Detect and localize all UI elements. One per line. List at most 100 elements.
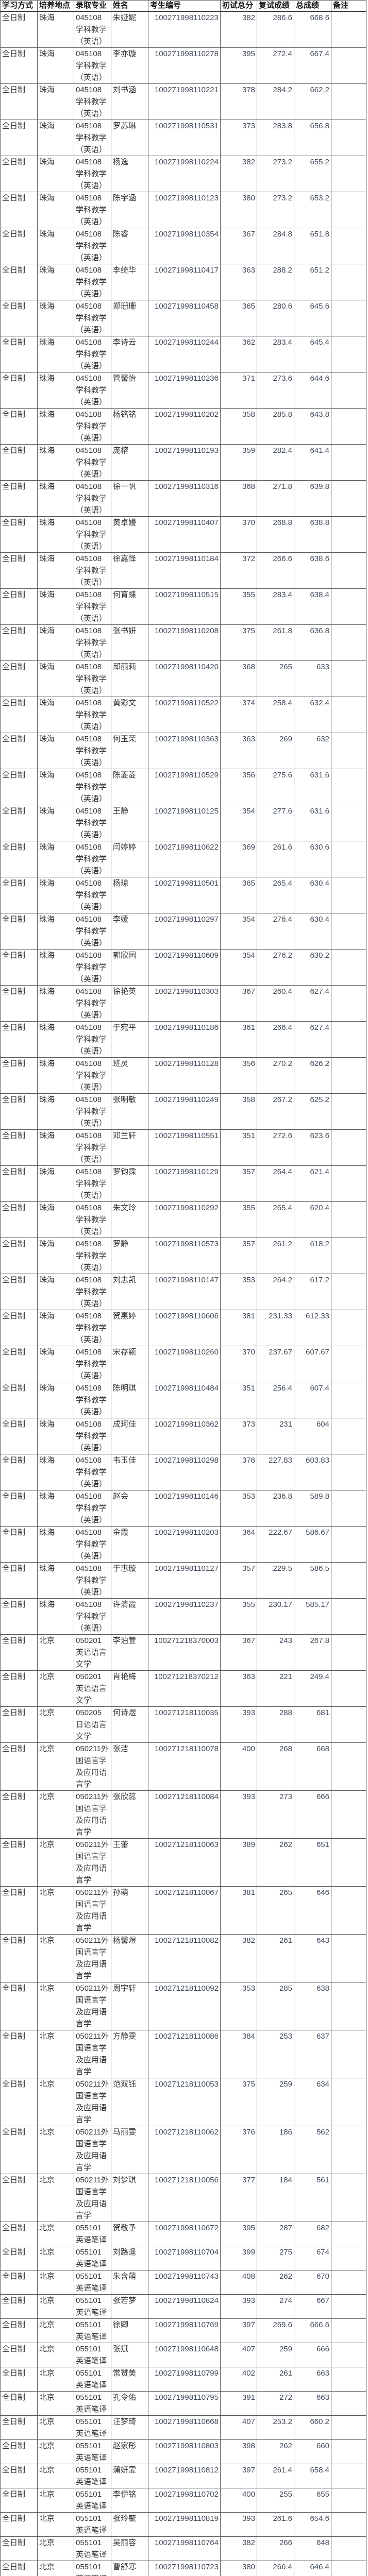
- cell-candidate-id: 100271998110764: [148, 2536, 221, 2561]
- table-row: 全日制 珠海 045108学科教学（英语） 闫婷婷 100271998110622 369…: [0, 841, 366, 877]
- table-row: 全日制 珠海 045108学科教学（英语） 张明敏 100271998110249 358…: [0, 1093, 366, 1130]
- cell-location: 珠海: [37, 1310, 74, 1346]
- cell-total-score: 653.2: [294, 192, 331, 228]
- cell-major: 045108学科教学（英语）: [74, 1238, 111, 1274]
- cell-name: 刘路遥: [111, 2246, 148, 2270]
- cell-name: 贺敬予: [111, 2222, 148, 2246]
- cell-remark: [331, 192, 366, 228]
- cell-initial-score: 376: [220, 2126, 257, 2174]
- cell-remark: [331, 2294, 366, 2319]
- cell-major: 045108学科教学（英语）: [74, 192, 111, 228]
- cell-study-mode: 全日制: [0, 1490, 38, 1527]
- cell-initial-score: 357: [220, 1165, 257, 1202]
- cell-candidate-id: 100271998110484: [148, 1382, 221, 1418]
- cell-location: 北京: [37, 2367, 74, 2392]
- cell-study-mode: 全日制: [0, 2222, 38, 2246]
- cell-major: 045108学科教学（英语）: [74, 660, 111, 697]
- cell-initial-score: 398: [220, 2439, 257, 2464]
- cell-total-score: 646: [294, 1886, 331, 1935]
- cell-study-mode: 全日制: [0, 2294, 38, 2319]
- cell-candidate-id: 100271998110236: [148, 372, 221, 409]
- cell-initial-score: 365: [220, 300, 257, 336]
- cell-major: 045108学科教学（英语）: [74, 624, 111, 661]
- cell-location: 北京: [37, 2464, 74, 2488]
- cell-study-mode: 全日制: [0, 2488, 38, 2513]
- cell-name: 刘梦琪: [111, 2174, 148, 2222]
- cell-candidate-id: 100271998110672: [148, 2222, 221, 2246]
- cell-total-score: 646.4: [294, 2561, 331, 2576]
- table-row: 全日制 北京 050211外国语言学及应用语言学 周宇轩 100271218110092…: [0, 1982, 366, 2030]
- cell-study-mode: 全日制: [0, 1982, 38, 2030]
- cell-retest-score: 260.4: [257, 985, 294, 1022]
- cell-study-mode: 全日制: [0, 769, 38, 805]
- cell-remark: [331, 480, 366, 517]
- cell-initial-score: 407: [220, 2415, 257, 2440]
- cell-major: 045108学科教学（英语）: [74, 300, 111, 336]
- cell-total-score: 561: [294, 2174, 331, 2222]
- cell-study-mode: 全日制: [0, 120, 38, 156]
- cell-total-score: 603.83: [294, 1454, 331, 1490]
- cell-candidate-id: 100271998110125: [148, 805, 221, 841]
- cell-name: 徐卿: [111, 2318, 148, 2343]
- cell-location: 珠海: [37, 228, 74, 264]
- cell-candidate-id: 100271998110292: [148, 1201, 221, 1238]
- cell-remark: [331, 913, 366, 950]
- cell-remark: [331, 336, 366, 372]
- cell-total-score: 681: [294, 1706, 331, 1743]
- cell-candidate-id: 100271218110035: [148, 1706, 221, 1743]
- cell-remark: [331, 120, 366, 156]
- cell-candidate-id: 100271998110128: [148, 1057, 221, 1094]
- cell-location: 北京: [37, 1706, 74, 1743]
- table-row: 全日制 北京 050211外国语言学及应用语言学 张欣蕊 100271218110084…: [0, 1790, 366, 1839]
- cell-initial-score: 353: [220, 1490, 257, 1527]
- cell-initial-score: 370: [220, 1346, 257, 1382]
- cell-major: 045108学科教学（英语）: [74, 733, 111, 769]
- cell-retest-score: 282.4: [257, 444, 294, 481]
- cell-remark: [331, 552, 366, 589]
- cell-study-mode: 全日制: [0, 1742, 38, 1791]
- cell-remark: [331, 1165, 366, 1202]
- cell-major: 045108学科教学（英语）: [74, 1526, 111, 1563]
- cell-remark: [331, 1093, 366, 1130]
- cell-candidate-id: 100271998110223: [148, 11, 221, 48]
- cell-initial-score: 393: [220, 1706, 257, 1743]
- table-row: 全日制 珠海 045108学科教学（英语） 郑珊珊 100271998110458 365…: [0, 300, 366, 336]
- table-row: 全日制 珠海 045108学科教学（英语） 罗苏琳 100271998110531 373…: [0, 120, 366, 156]
- cell-candidate-id: 100271998110203: [148, 1526, 221, 1563]
- cell-retest-score: 283.4: [257, 336, 294, 372]
- cell-total-score: 668: [294, 1742, 331, 1791]
- cell-candidate-id: 100271998110824: [148, 2294, 221, 2319]
- table-row: 全日制 珠海 045108学科教学（英语） 金霞 100271998110203 364 2…: [0, 1526, 366, 1563]
- cell-initial-score: 355: [220, 1598, 257, 1635]
- cell-total-score: 633: [294, 660, 331, 697]
- cell-retest-score: 261.8: [257, 624, 294, 661]
- cell-total-score: 651.2: [294, 264, 331, 300]
- cell-study-mode: 全日制: [0, 841, 38, 877]
- column-header-major: 录取专业: [74, 0, 111, 12]
- cell-initial-score: 354: [220, 949, 257, 986]
- header-row: 学习方式 培养地点 录取专业 姓名 考生编号 初试总分 复试成绩 总成绩 备注: [0, 0, 366, 12]
- cell-study-mode: 全日制: [0, 1790, 38, 1839]
- cell-name: 黄彩文: [111, 697, 148, 733]
- table-row: 全日制 珠海 045108学科教学（英语） 朱文玲 100271998110292 355…: [0, 1201, 366, 1238]
- cell-total-score: 666.6: [294, 2318, 331, 2343]
- cell-study-mode: 全日制: [0, 552, 38, 589]
- cell-study-mode: 全日制: [0, 624, 38, 661]
- cell-retest-score: 221: [257, 1670, 294, 1707]
- cell-total-score: 621.4: [294, 1165, 331, 1202]
- table-row: 全日制 珠海 045108学科教学（英语） 李绮华 100271998110417 363…: [0, 264, 366, 300]
- cell-total-score: 562: [294, 2126, 331, 2174]
- cell-remark: [331, 1598, 366, 1635]
- cell-remark: [331, 1742, 366, 1791]
- cell-remark: [331, 2222, 366, 2246]
- table-row: 全日制 北京 055101英语笔译 赵家彤 100271998110803 398 262 6…: [0, 2439, 366, 2464]
- cell-major: 045108学科教学（英语）: [74, 83, 111, 120]
- cell-study-mode: 全日制: [0, 2536, 38, 2561]
- cell-retest-score: 266.4: [257, 2561, 294, 2576]
- cell-candidate-id: 100271998110202: [148, 408, 221, 445]
- cell-candidate-id: 100271218110086: [148, 2030, 221, 2078]
- table-row: 全日制 珠海 045108学科教学（英语） 邱丽莉 100271998110420 368…: [0, 660, 366, 697]
- cell-initial-score: 397: [220, 2318, 257, 2343]
- cell-major: 045108学科教学（英语）: [74, 1382, 111, 1418]
- cell-location: 珠海: [37, 1165, 74, 1202]
